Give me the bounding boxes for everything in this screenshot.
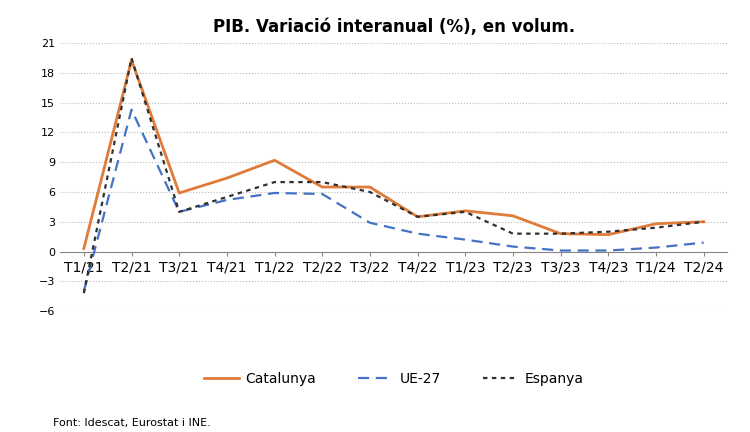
UE-27	[556, 248, 565, 253]
Espanya	[413, 214, 422, 219]
Line: Espanya: Espanya	[84, 58, 704, 293]
UE-27	[175, 209, 184, 214]
UE-27	[652, 245, 661, 250]
UE-27	[270, 191, 279, 196]
Title: PIB. Variació interanual (%), en volum.: PIB. Variació interanual (%), en volum.	[213, 18, 574, 36]
Espanya	[175, 209, 184, 214]
Catalunya	[80, 246, 88, 251]
UE-27	[604, 248, 613, 253]
Espanya	[460, 209, 470, 214]
UE-27	[222, 197, 231, 203]
Legend: Catalunya, UE-27, Espanya: Catalunya, UE-27, Espanya	[199, 366, 589, 391]
Catalunya	[175, 191, 184, 196]
Espanya	[127, 55, 136, 60]
Espanya	[270, 179, 279, 184]
Catalunya	[127, 57, 136, 63]
Catalunya	[413, 214, 422, 219]
UE-27	[80, 289, 88, 294]
UE-27	[699, 240, 708, 245]
Catalunya	[509, 213, 518, 219]
Espanya	[509, 231, 518, 236]
Espanya	[318, 179, 327, 184]
UE-27	[460, 237, 470, 242]
Catalunya	[222, 175, 231, 181]
Espanya	[222, 194, 231, 200]
Espanya	[604, 229, 613, 234]
Catalunya	[460, 208, 470, 213]
Catalunya	[652, 221, 661, 226]
UE-27	[413, 231, 422, 236]
UE-27	[365, 220, 374, 226]
UE-27	[127, 107, 136, 112]
Espanya	[652, 225, 661, 230]
Text: Font: Idescat, Eurostat i INE.: Font: Idescat, Eurostat i INE.	[53, 418, 210, 428]
Catalunya	[365, 184, 374, 190]
Espanya	[556, 231, 565, 236]
Espanya	[365, 189, 374, 194]
Catalunya	[556, 231, 565, 236]
Line: Catalunya: Catalunya	[84, 60, 704, 248]
Line: UE-27: UE-27	[84, 110, 704, 291]
Catalunya	[699, 219, 708, 224]
UE-27	[509, 244, 518, 249]
Espanya	[699, 219, 708, 224]
Catalunya	[270, 158, 279, 163]
Catalunya	[318, 184, 327, 190]
Espanya	[80, 291, 88, 296]
Catalunya	[604, 232, 613, 237]
UE-27	[318, 191, 327, 197]
